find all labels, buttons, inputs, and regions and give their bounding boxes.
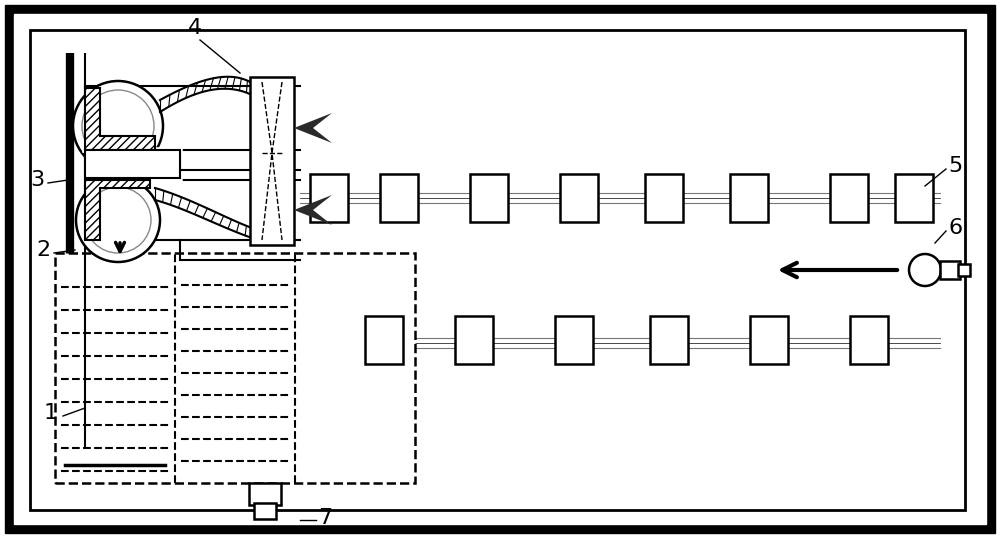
Bar (455, 316, 493, 364)
Polygon shape (85, 88, 155, 150)
Circle shape (76, 178, 160, 262)
Bar (730, 174, 768, 222)
Polygon shape (294, 113, 332, 143)
Text: 2: 2 (36, 240, 50, 260)
Bar (560, 174, 598, 222)
Bar (55, 253, 415, 483)
Bar (250, 77, 294, 245)
Circle shape (909, 254, 941, 286)
Bar (249, 483, 281, 505)
Bar (750, 316, 788, 364)
Circle shape (85, 187, 151, 253)
Bar (30, 30, 965, 510)
Text: 5: 5 (948, 156, 962, 176)
Bar (830, 174, 868, 222)
Text: 3: 3 (30, 170, 44, 190)
Bar (310, 174, 348, 222)
Bar (470, 174, 508, 222)
Bar (555, 316, 593, 364)
Circle shape (82, 90, 154, 162)
Bar (650, 316, 688, 364)
Bar (958, 264, 970, 276)
Bar (850, 316, 888, 364)
Circle shape (73, 81, 163, 171)
Polygon shape (85, 180, 150, 240)
Bar (645, 174, 683, 222)
Bar (365, 316, 403, 364)
Text: 6: 6 (948, 218, 962, 238)
Text: 4: 4 (188, 18, 202, 38)
Polygon shape (294, 195, 332, 225)
Bar (254, 503, 276, 519)
Text: 7: 7 (318, 508, 332, 528)
Text: 1: 1 (44, 403, 58, 423)
Bar (895, 174, 933, 222)
Bar (85, 150, 180, 178)
Bar (940, 261, 960, 279)
Bar (380, 174, 418, 222)
